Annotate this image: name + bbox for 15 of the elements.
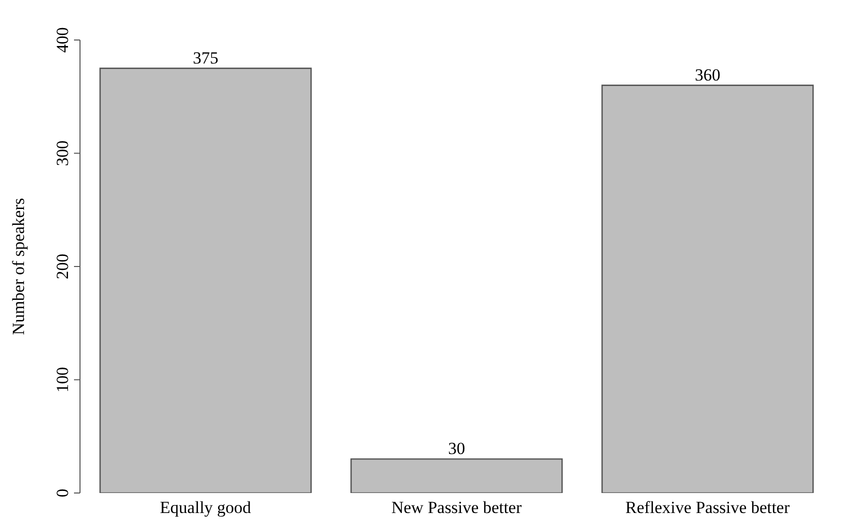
bar [99,68,312,493]
data-label: 30 [448,439,466,458]
y-tick-label: 0 [53,488,72,498]
y-tick-label: 300 [53,140,72,166]
bar [601,84,814,493]
x-tick-label: New Passive better [391,498,522,518]
x-tick-label: Equally good [160,498,252,518]
y-tick-label: 400 [53,27,72,53]
data-label: 375 [192,48,218,68]
x-tick-label: Reflexive Passive better [625,498,790,518]
y-tick-label: 200 [53,254,72,280]
y-axis-title: Number of speakers [9,198,28,335]
y-tick-label: 100 [53,367,72,392]
data-label: 360 [694,65,720,84]
bar [350,458,563,493]
